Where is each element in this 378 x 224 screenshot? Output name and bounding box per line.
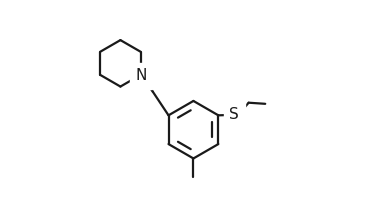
Text: S: S [229,107,239,122]
Text: N: N [135,68,146,83]
